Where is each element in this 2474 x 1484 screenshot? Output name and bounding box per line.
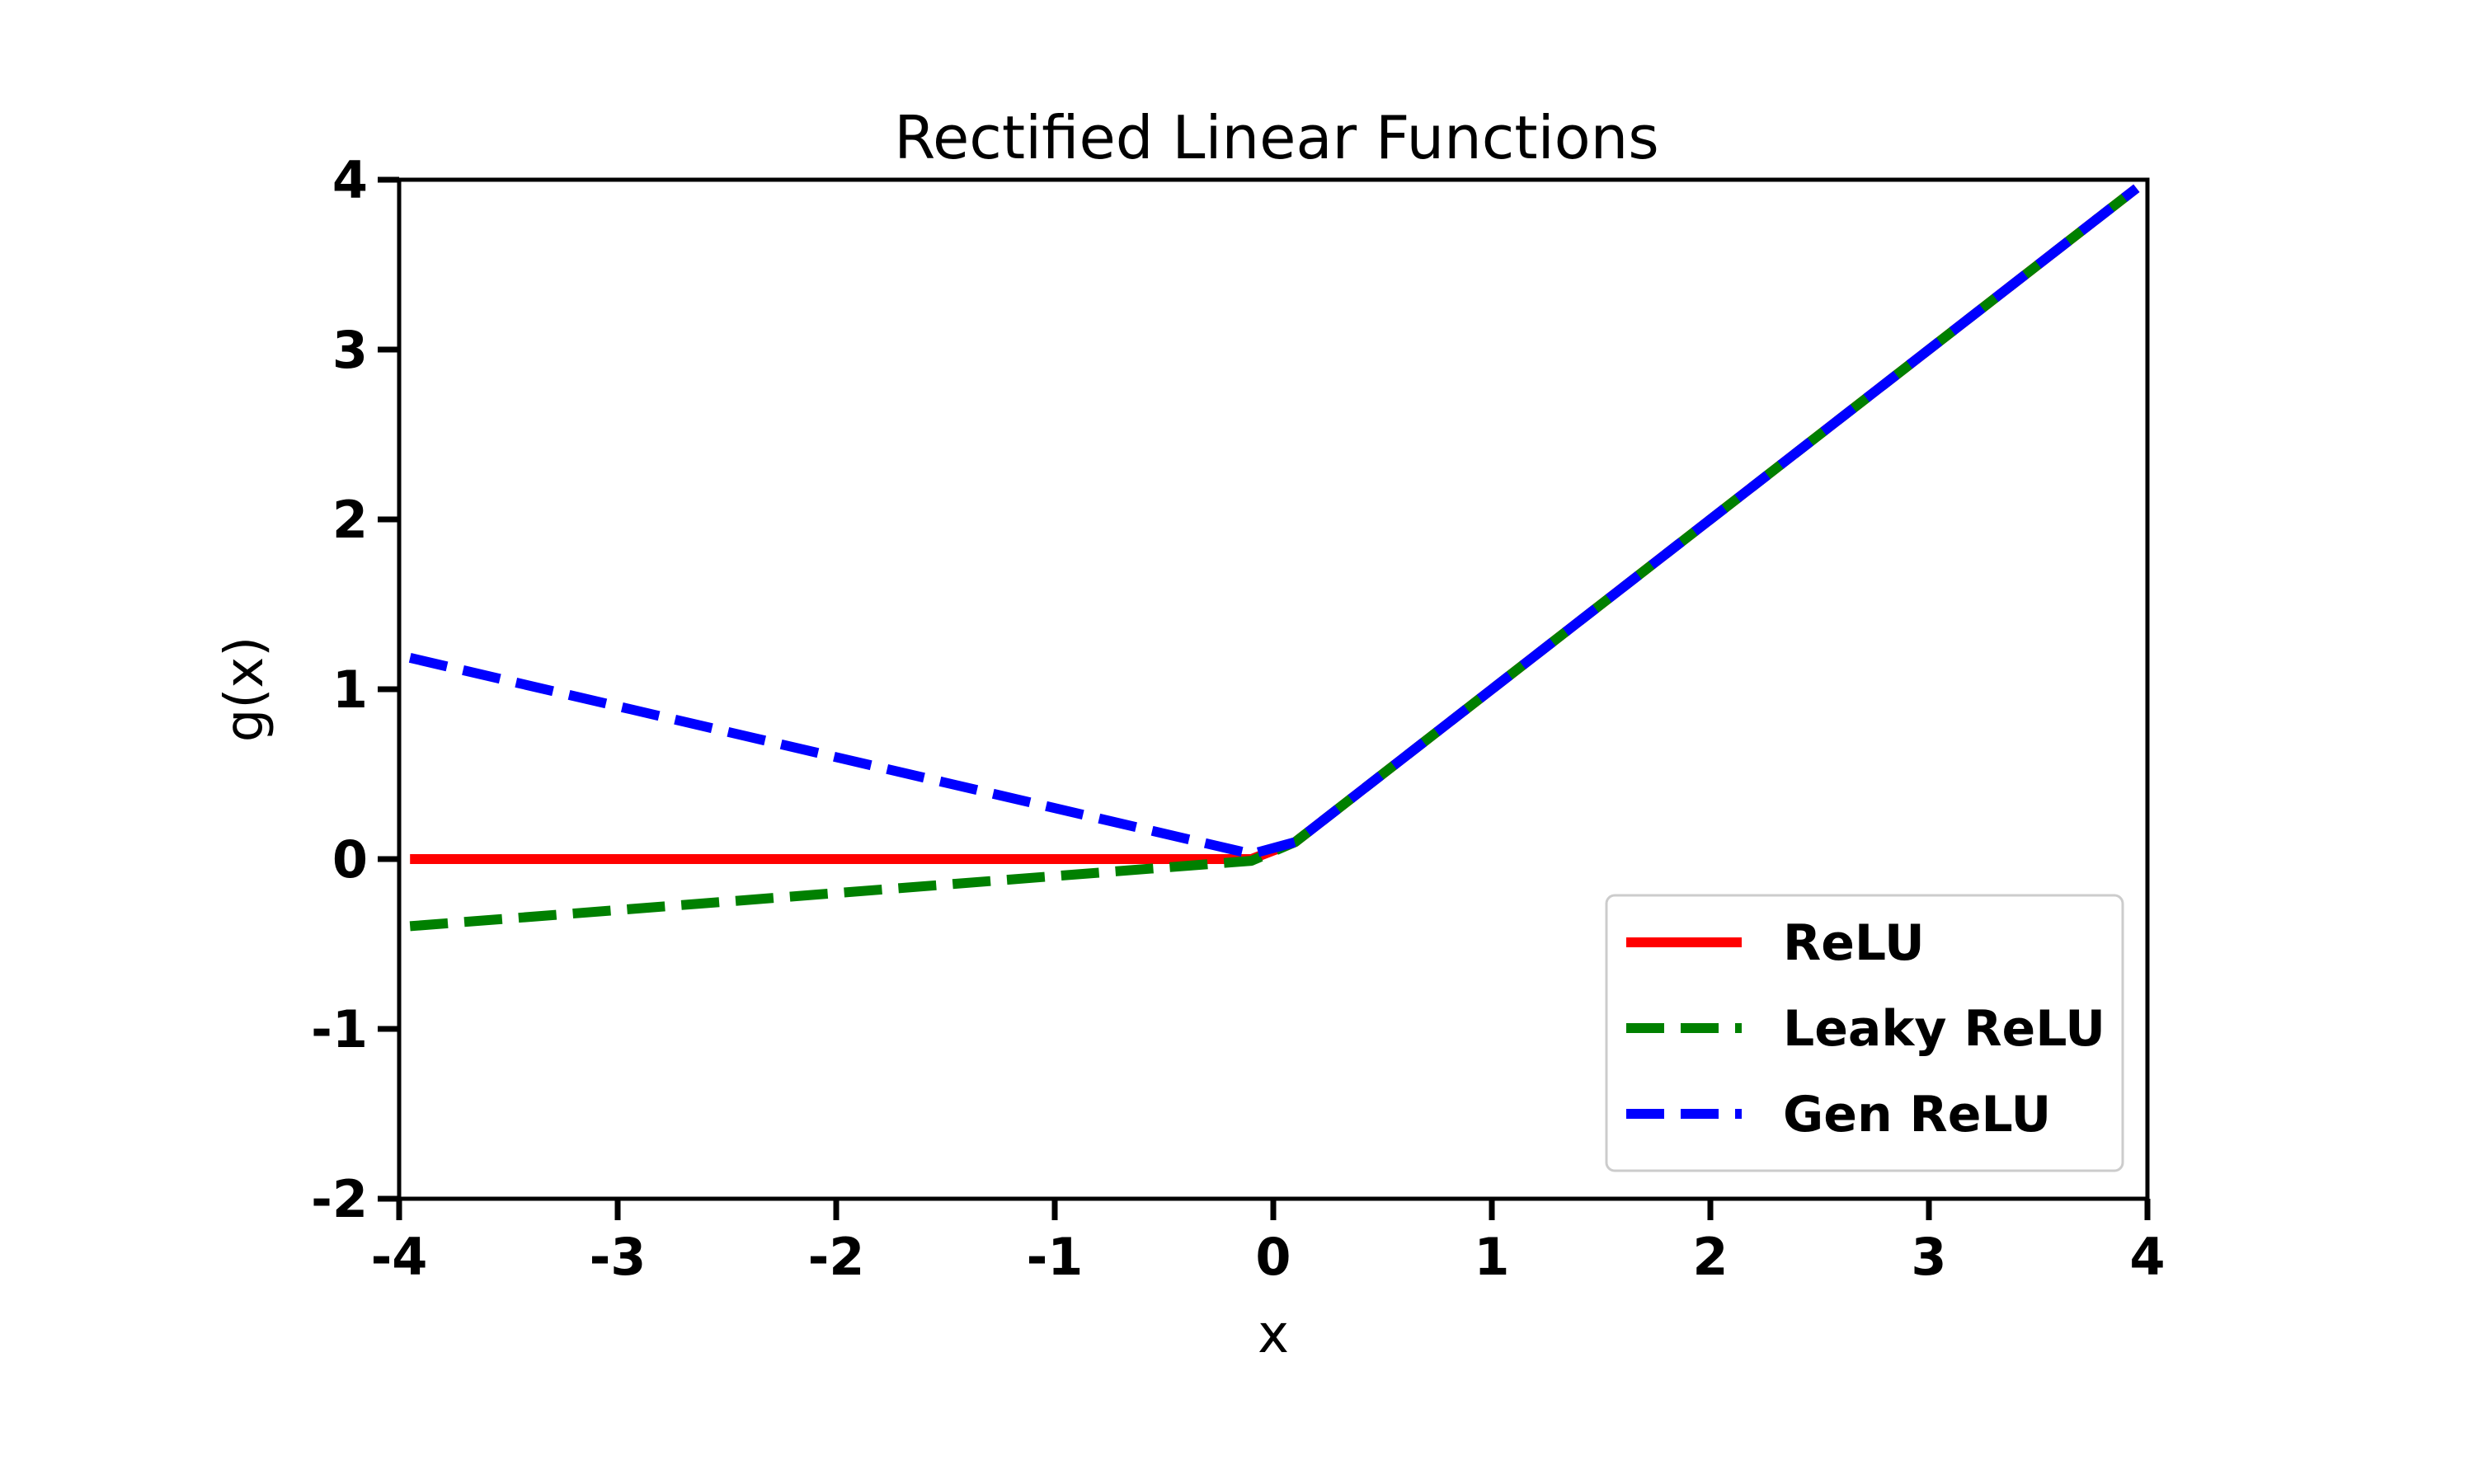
x-tick-label: -3 xyxy=(590,1227,647,1287)
x-tick-label: 3 xyxy=(1911,1227,1946,1287)
x-axis-label: x xyxy=(1258,1304,1289,1365)
x-tick-label: 4 xyxy=(2129,1227,2165,1287)
x-tick-label: 0 xyxy=(1255,1227,1291,1287)
y-tick-label: -2 xyxy=(311,1169,368,1229)
legend-label: Leaky ReLU xyxy=(1783,1000,2105,1058)
y-tick-label: 2 xyxy=(332,490,368,550)
series-layer xyxy=(408,184,2140,932)
y-tick-label: 3 xyxy=(332,320,368,380)
y-tick-label: 0 xyxy=(332,829,368,890)
x-tick-label: 2 xyxy=(1692,1227,1728,1287)
x-axis: -4 -3 -2 -1 0 1 2 3 4 xyxy=(371,1199,2166,1287)
y-tick-label: -1 xyxy=(311,999,368,1059)
legend: ReLU Leaky ReLU Gen ReLU xyxy=(1605,894,2124,1172)
y-tick-label: 4 xyxy=(332,150,368,210)
x-tick-label: -4 xyxy=(371,1227,428,1287)
series-line-leaky-relu xyxy=(409,184,2140,932)
legend-label: ReLU xyxy=(1783,914,1925,972)
legend-label: Gen ReLU xyxy=(1783,1086,2051,1144)
y-axis-label: g(x) xyxy=(214,636,275,742)
x-tick-label: -2 xyxy=(808,1227,865,1287)
y-axis: -2 -1 0 1 2 3 4 xyxy=(311,150,399,1229)
chart-title: Rectified Linear Functions xyxy=(894,103,1659,172)
x-tick-label: -1 xyxy=(1027,1227,1084,1287)
series-line-relu xyxy=(410,184,2140,864)
legend-frame xyxy=(1605,894,2124,1172)
x-tick-label: 1 xyxy=(1474,1227,1509,1287)
y-tick-label: 1 xyxy=(332,660,368,720)
series-line-gen-relu xyxy=(408,184,2140,859)
